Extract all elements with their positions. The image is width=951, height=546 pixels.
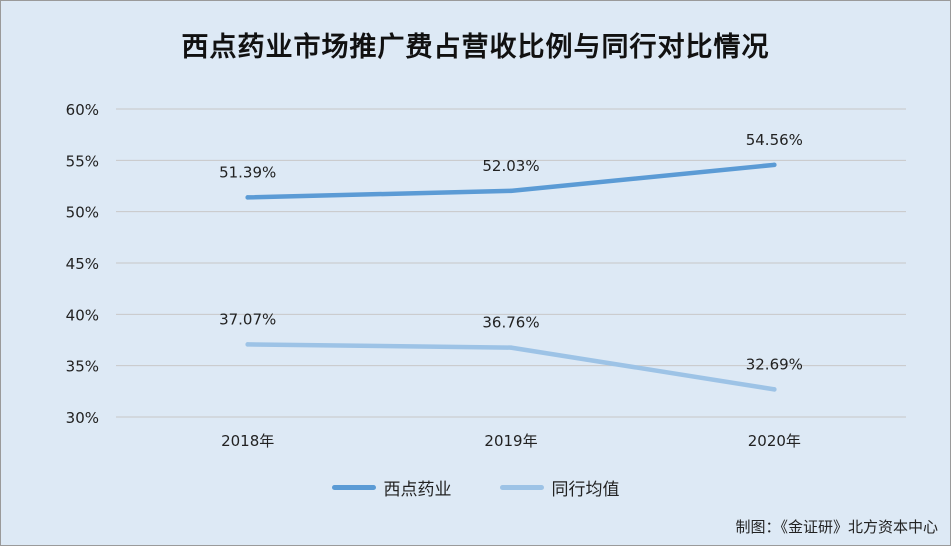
data-label: 51.39%	[219, 163, 276, 181]
y-tick-label: 40%	[66, 306, 99, 324]
legend-label: 西点药业	[383, 480, 452, 500]
legend-item-series-0: 西点药业	[331, 475, 452, 500]
x-tick-label: 2019年	[484, 432, 537, 450]
y-tick-label: 50%	[66, 204, 99, 222]
x-tick-label: 2020年	[748, 432, 801, 450]
y-tick-label: 60%	[66, 101, 99, 119]
data-label: 54.56%	[746, 131, 803, 149]
legend-swatch	[499, 485, 544, 490]
data-point	[508, 345, 514, 350]
y-tick-label: 45%	[66, 255, 99, 273]
data-label: 36.76%	[482, 314, 539, 332]
y-tick-label: 30%	[66, 409, 99, 427]
x-tick-label: 2018年	[221, 432, 274, 450]
data-label: 37.07%	[219, 310, 276, 328]
data-point	[245, 342, 250, 347]
legend-item-series-1: 同行均值	[499, 475, 620, 500]
data-label: 32.69%	[746, 355, 803, 373]
y-tick-label: 35%	[66, 358, 99, 376]
chart-title: 西点药业市场推广费占营收比例与同行对比情况	[181, 32, 770, 63]
legend-label: 同行均值	[551, 480, 620, 500]
credit-text: 制图：《金证研》北方资本中心	[735, 518, 938, 536]
data-point	[508, 188, 514, 194]
data-point	[772, 387, 777, 392]
series-line-1	[245, 342, 777, 392]
data-point	[772, 162, 777, 168]
data-label: 52.03%	[482, 157, 539, 175]
data-point	[245, 195, 250, 200]
legend-swatch	[331, 485, 376, 490]
legend: 西点药业 同行均值	[1, 475, 950, 500]
y-tick-label: 55%	[66, 152, 99, 170]
